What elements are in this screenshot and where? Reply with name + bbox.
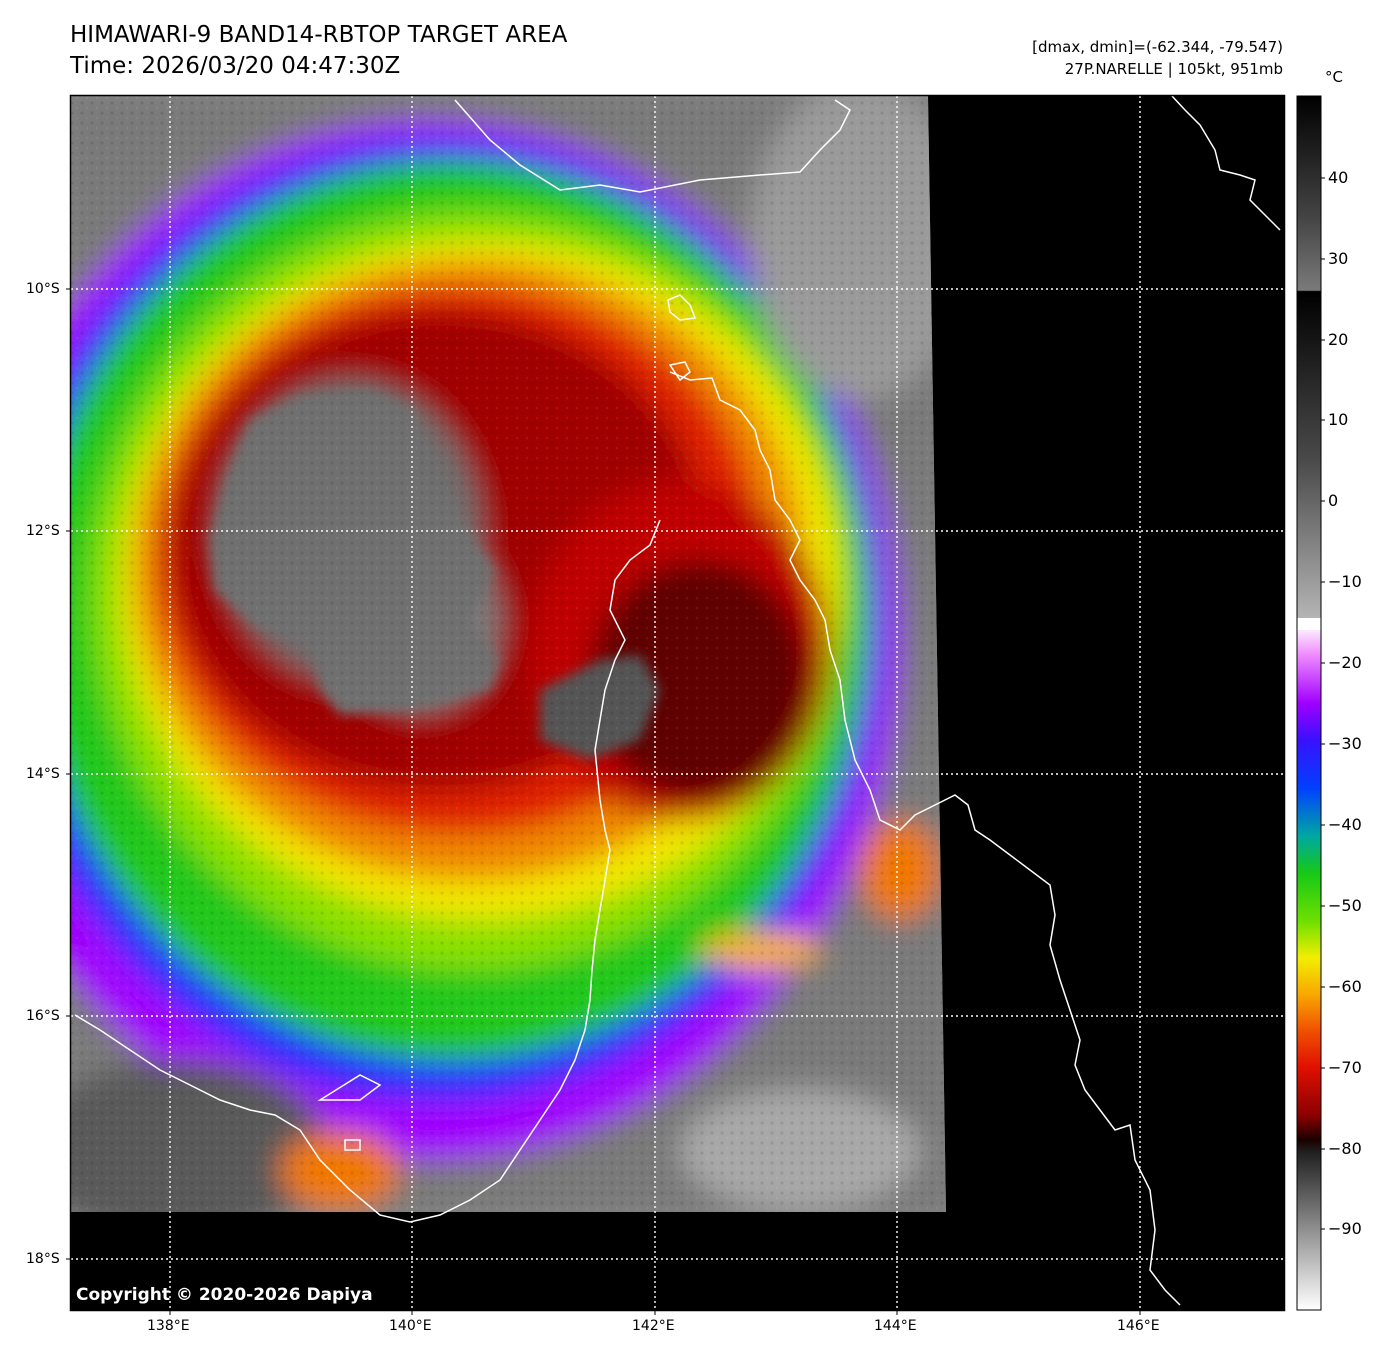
lon-label-144e: 144°E bbox=[874, 1318, 917, 1334]
colorbar-tick-label: −50 bbox=[1328, 896, 1362, 915]
colorbar-tick-label: 30 bbox=[1328, 249, 1349, 268]
colorbar-tick-label: −60 bbox=[1328, 977, 1362, 996]
colorbar-ticks bbox=[1321, 177, 1325, 1230]
lat-label-14s: 14°S bbox=[26, 766, 60, 782]
axis-ticks bbox=[66, 288, 1141, 1315]
lon-label-146e: 146°E bbox=[1117, 1318, 1160, 1334]
coastline bbox=[74, 96, 1281, 1306]
lon-label-140e: 140°E bbox=[389, 1318, 432, 1334]
colorbar-tick-label: 40 bbox=[1328, 168, 1349, 187]
storm-info: 27P.NARELLE | 105kt, 951mb bbox=[1064, 60, 1283, 78]
copyright-text: Copyright © 2020-2026 Dapiya bbox=[76, 1285, 373, 1305]
colorbar-unit: °C bbox=[1325, 68, 1343, 86]
chart-title: HIMAWARI-9 BAND14-RBTOP TARGET AREA bbox=[70, 22, 568, 48]
colorbar-tick-label: −30 bbox=[1328, 734, 1362, 753]
lat-label-10s: 10°S bbox=[26, 281, 60, 297]
colorbar-tick-label: −20 bbox=[1328, 653, 1362, 672]
dmax-dmin-readout: [dmax, dmin]=(-62.344, -79.547) bbox=[1032, 38, 1283, 56]
plot-frame bbox=[69, 94, 1286, 1312]
colorbar-tick-label: −90 bbox=[1328, 1219, 1362, 1238]
colorbar-tick-label: 0 bbox=[1328, 491, 1339, 510]
colorbar-tick-label: −10 bbox=[1328, 572, 1362, 591]
colorbar-tick-label: −70 bbox=[1328, 1058, 1362, 1077]
lat-label-18s: 18°S bbox=[26, 1251, 60, 1267]
colorbar-tick-label: 20 bbox=[1328, 330, 1349, 349]
chart-time: Time: 2026/03/20 04:47:30Z bbox=[70, 53, 401, 79]
lat-label-16s: 16°S bbox=[26, 1008, 60, 1024]
imagery-layer bbox=[71, 96, 1284, 1310]
lon-label-142e: 142°E bbox=[632, 1318, 675, 1334]
colorbar bbox=[1296, 95, 1322, 1311]
colorbar-tick-label: 10 bbox=[1328, 410, 1349, 429]
lon-label-138e: 138°E bbox=[147, 1318, 190, 1334]
colorbar-tick-label: −80 bbox=[1328, 1139, 1362, 1158]
colorbar-tick-label: −40 bbox=[1328, 815, 1362, 834]
lat-label-12s: 12°S bbox=[26, 523, 60, 539]
graticule bbox=[71, 96, 1284, 1310]
